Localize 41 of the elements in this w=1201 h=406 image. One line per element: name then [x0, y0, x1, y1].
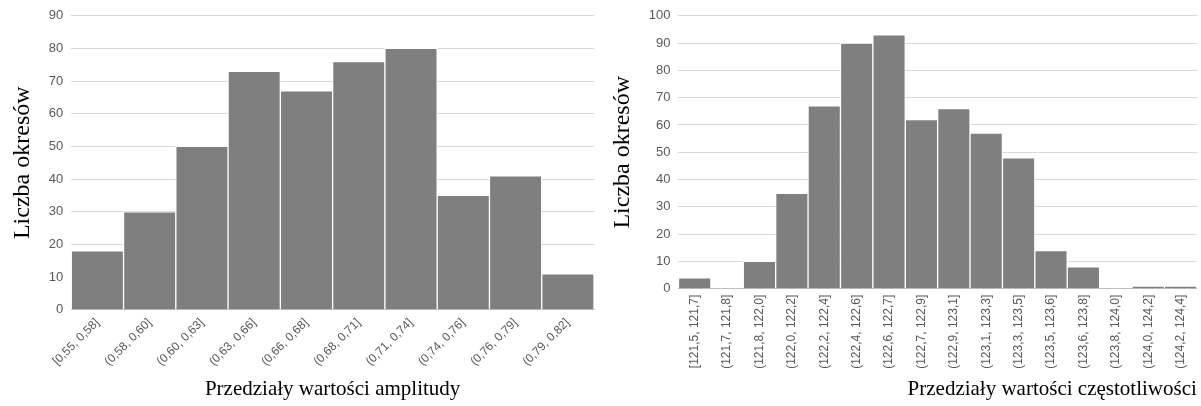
y-tick-label: 50 [656, 143, 671, 159]
x-axis-title: Przedziały wartości amplitudy [204, 375, 461, 400]
x-tick-label: [121,5, 121,7] [687, 294, 701, 369]
x-tick-label: (122,9, 123,1] [946, 294, 961, 369]
y-tick-label: 60 [656, 116, 671, 132]
x-tick-label: (124,0, 124,2] [1140, 294, 1155, 369]
y-tick-label: 20 [656, 225, 671, 241]
x-tick-label: (123,5, 123,6] [1043, 294, 1058, 369]
y-tick-label: 40 [48, 170, 64, 186]
y-tick-label: 70 [656, 89, 671, 105]
y-tick-label: 100 [648, 7, 671, 23]
x-tick-label: (123,3, 123,5] [1010, 294, 1025, 369]
x-tick-label: (122,2, 122,4] [816, 294, 831, 369]
x-tick-label: (121,8, 122,0] [751, 294, 766, 369]
x-tick-label: (123,8, 124,0] [1108, 294, 1123, 369]
x-tick-label: (122,4, 122,6] [848, 294, 863, 369]
y-tick-label: 80 [48, 40, 64, 56]
y-tick-label: 90 [656, 34, 671, 50]
y-tick-label: 60 [48, 105, 64, 121]
y-tick-label: 50 [48, 138, 64, 153]
y-tick-label: 20 [48, 235, 64, 251]
y-tick-label: 90 [48, 7, 64, 23]
y-tick-label: 0 [663, 280, 671, 296]
x-tick-label: (121,7, 121,8] [719, 294, 734, 369]
y-tick-label: 30 [656, 198, 671, 214]
x-tick-label: (123,6, 123,8] [1075, 294, 1090, 369]
y-tick-label: 10 [48, 268, 64, 284]
x-tick-label: (122,0, 122,2] [784, 294, 799, 369]
y-tick-label: 70 [48, 72, 64, 88]
y-axis-title: Liczba okresów [607, 75, 634, 229]
y-axis-title: Liczba okresów [7, 85, 34, 240]
x-tick-label: (122,7, 122,9] [913, 294, 928, 369]
y-tick-label: 40 [656, 171, 671, 187]
y-tick-label: 80 [656, 61, 671, 77]
x-axis-title: Przedziały wartości częstotliwości [907, 375, 1197, 400]
y-tick-label: 30 [48, 203, 64, 219]
x-tick-label: (123,1, 123,3] [978, 294, 993, 369]
y-tick-label: 10 [656, 253, 671, 269]
x-tick-label: (122,6, 122,7] [881, 294, 896, 369]
y-tick-label: 0 [56, 301, 64, 317]
x-tick-label: (124,2, 124,4] [1172, 294, 1187, 369]
